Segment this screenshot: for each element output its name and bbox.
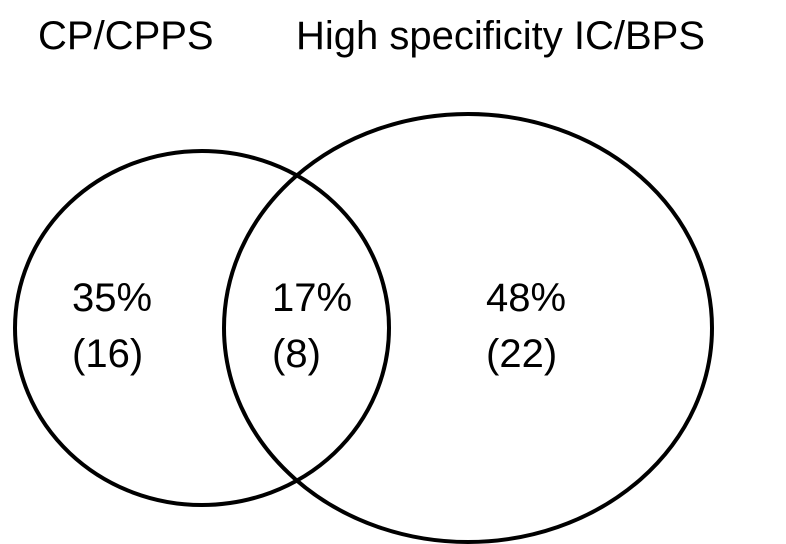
set-label-cp-cpps: CP/CPPS — [38, 14, 214, 58]
region-overlap-percent: 17% — [272, 276, 353, 320]
region-left-count: (16) — [72, 332, 144, 376]
circle-cp-cpps — [13, 149, 391, 507]
set-label-ic-bps: High specificity IC/BPS — [296, 14, 706, 58]
circle-ic-bps — [222, 112, 714, 544]
region-left-percent: 35% — [72, 276, 153, 320]
region-overlap: 17% (8) — [272, 270, 352, 382]
region-right-only: 48% (22) — [486, 270, 566, 382]
region-right-percent: 48% — [486, 276, 567, 320]
region-left-only: 35% (16) — [72, 270, 152, 382]
region-right-count: (22) — [486, 332, 558, 376]
region-overlap-count: (8) — [272, 332, 321, 376]
